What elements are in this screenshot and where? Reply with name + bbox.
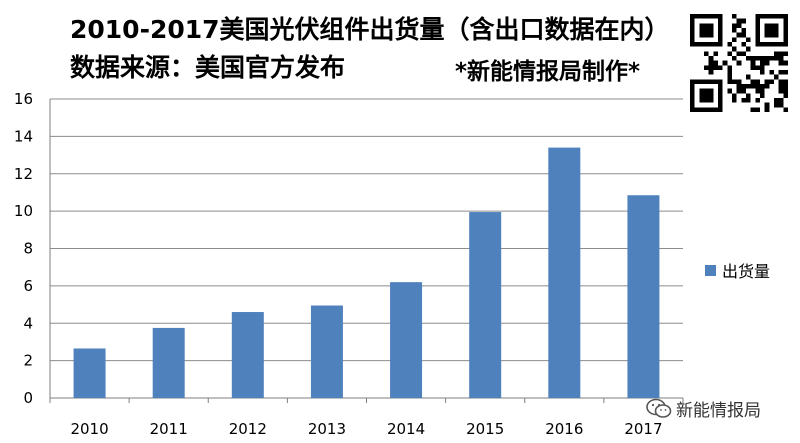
- credit-label: *新能情报局制作*: [455, 59, 641, 85]
- y-tick-label: 16: [14, 90, 33, 108]
- watermark-text: 新能情报局: [676, 401, 761, 421]
- x-tick-label: 2015: [466, 420, 504, 438]
- legend-label: 出货量: [722, 262, 771, 281]
- data-source-line: 数据来源：美国官方发布: [70, 53, 346, 82]
- legend: 出货量: [705, 258, 770, 282]
- bar: [310, 305, 343, 398]
- y-tick-label: 14: [14, 127, 33, 145]
- y-tick-label: 10: [14, 202, 33, 220]
- bar: [73, 348, 106, 398]
- y-tick-label: 6: [23, 277, 33, 295]
- y-tick-label: 8: [23, 240, 33, 258]
- chart-title: 2010-2017美国光伏组件出货量（含出口数据在内）: [70, 15, 670, 44]
- bar: [469, 212, 502, 398]
- wechat-icon: [646, 398, 672, 418]
- y-tick-label: 4: [23, 314, 33, 332]
- y-tick-label: 12: [14, 165, 33, 183]
- x-tick-label: 2012: [229, 420, 267, 438]
- x-tick-label: 2017: [624, 420, 662, 438]
- y-tick-label: 2: [23, 352, 33, 370]
- legend-swatch: [705, 264, 716, 276]
- watermark: 新能情报局: [646, 396, 761, 421]
- x-tick-label: 2010: [70, 420, 108, 438]
- y-tick-label: 0: [23, 389, 33, 407]
- x-tick-label: 2013: [308, 420, 346, 438]
- bar: [152, 327, 185, 398]
- bar: [548, 147, 581, 398]
- bar: [390, 282, 423, 398]
- x-tick-label: 2011: [150, 420, 188, 438]
- bar: [627, 195, 660, 398]
- x-tick-label: 2016: [545, 420, 583, 438]
- bar: [231, 312, 264, 398]
- x-tick-label: 2014: [387, 420, 425, 438]
- qr-code: [690, 14, 788, 112]
